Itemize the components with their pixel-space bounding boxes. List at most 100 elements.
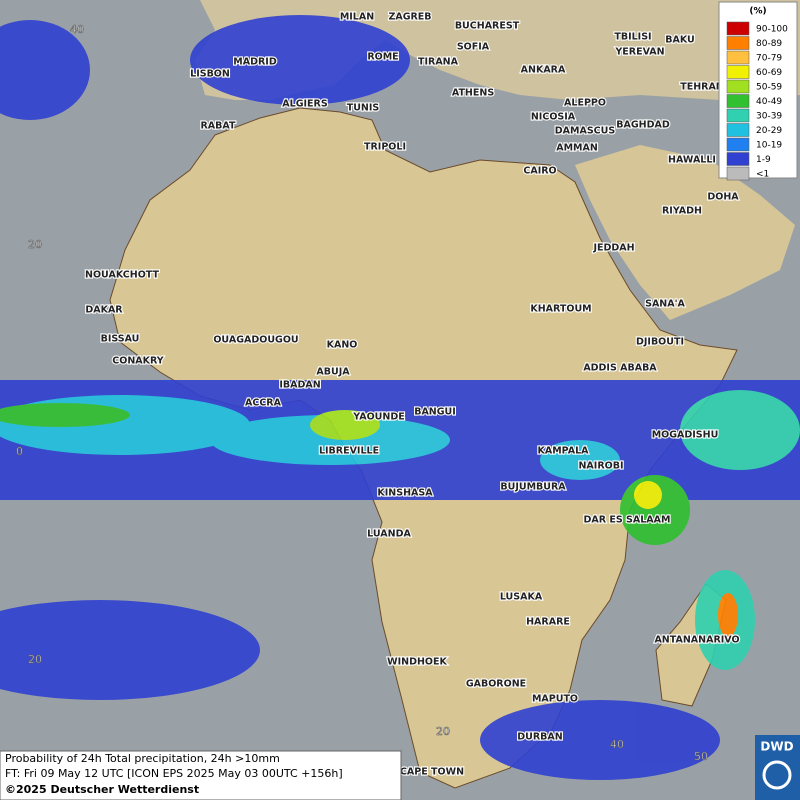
city-label: CAPE TOWN [400,767,464,778]
city-label: SANA'A [645,299,685,310]
city-label: BISSAU [101,334,140,345]
city-label: SOFIA [457,42,490,53]
city-label: ACCRA [245,398,282,409]
city-label: DAKAR [85,305,123,316]
city-label: DURBAN [517,732,563,743]
logo: DWD [755,735,800,800]
legend-swatch [726,21,750,36]
rain-area [0,403,130,427]
city-label: AMMAN [556,143,598,154]
legend-swatch [726,166,750,181]
grid-label: 50 [694,750,708,763]
city-label: CONAKRY [112,356,164,367]
legend-label: 30-39 [756,112,782,122]
legend-swatch [726,123,750,137]
city-label: ALEPPO [564,98,606,109]
city-label: TUNIS [347,103,380,114]
city-label: BAGHDAD [616,120,670,131]
logo-text: DWD [760,740,793,754]
city-label: ATHENS [452,88,494,99]
city-label: GABORONE [466,679,526,690]
city-label: TIRANA [418,57,459,68]
legend: (%) 90-100 80-89 70-79 60-69 50-59 40-49 30-39… [718,1,798,181]
city-label: LUSAKA [500,592,543,603]
legend-swatch [726,36,750,50]
city-label: ANKARA [521,65,566,76]
legend-label: 50-59 [756,83,782,93]
grid-label: 40 [70,23,84,36]
city-label: LUANDA [367,529,411,540]
city-label: MOGADISHU [652,430,719,441]
info-background [0,750,402,800]
city-label: ADDIS ABABA [583,363,657,374]
legend-label: <1 [756,170,769,180]
legend-swatch [726,137,750,152]
legend-swatch [726,79,750,94]
arabia [575,145,795,320]
city-label: ABUJA [316,367,350,378]
rain-area [210,415,450,465]
city-label: NICOSIA [531,112,576,123]
city-label: NAIROBI [578,461,623,472]
rain-area [718,593,738,637]
logo-icon [762,760,792,790]
city-label: TBILISI [614,32,651,43]
city-label: OUAGADOUGOU [213,335,298,346]
city-label: JEDDAH [592,243,634,254]
city-label: YEREVAN [614,47,664,58]
city-label: ANTANANARIVO [654,635,739,646]
city-label: MADRID [233,57,277,68]
legend-label: 40-49 [756,97,782,107]
city-label: TRIPOLI [364,142,406,153]
legend-label: 70-79 [756,54,782,64]
city-label: KINSHASA [377,488,433,499]
legend-swatch [726,50,750,65]
city-label: BUCHAREST [455,21,520,32]
city-label: LIBREVILLE [319,446,379,457]
legend-swatch [726,152,750,166]
rain-area [540,440,620,480]
city-label: BANGUI [414,407,456,418]
rain-area [480,700,720,780]
rain-area [310,410,380,440]
rain-area [0,600,260,700]
city-label: NOUAKCHOTT [85,270,159,281]
city-label: BAKU [665,35,695,46]
info-box: Probability of 24h Total precipitation, … [0,750,402,800]
legend-swatch [726,65,750,79]
legend-label: 10-19 [756,141,782,151]
rain-area [680,390,800,470]
city-label: DAR ES SALAAM [584,515,671,526]
legend-label: 80-89 [756,39,782,49]
city-label: KANO [327,340,358,351]
grid-label: 20 [28,653,42,666]
legend-label: 20-29 [756,126,782,136]
city-label: DJIBOUTI [636,337,684,348]
info-line: Probability of 24h Total precipitation, … [5,752,280,765]
city-label: KHARTOUM [530,304,591,315]
city-label: IBADAN [279,380,320,391]
city-label: ZAGREB [388,12,431,23]
city-label: DAMASCUS [555,126,616,137]
grid-label: 20 [28,238,42,251]
city-label: ROME [367,52,398,63]
city-label: KAMPALA [537,446,589,457]
rain-area [0,20,90,120]
city-label: HARARE [526,617,570,628]
city-label: RIYADH [662,206,702,217]
grid-label: 0 [16,445,23,458]
info-line: FT: Fri 09 May 12 UTC [ICON EPS 2025 May… [5,767,343,780]
grid-label: 40 [610,738,624,751]
precipitation [0,15,800,780]
rain-area [634,481,662,509]
city-label: CAIRO [523,166,556,177]
legend-title: (%) [749,7,766,17]
legend-label: 90-100 [756,25,788,35]
city-label: HAWALLI [668,155,716,166]
city-label: WINDHOEK [387,657,447,668]
grid-label: 20 [436,725,450,738]
legend-label: 1-9 [756,155,771,165]
rain-area [190,15,410,105]
legend-swatch [726,108,750,123]
city-label: TEHRAN [680,82,724,93]
